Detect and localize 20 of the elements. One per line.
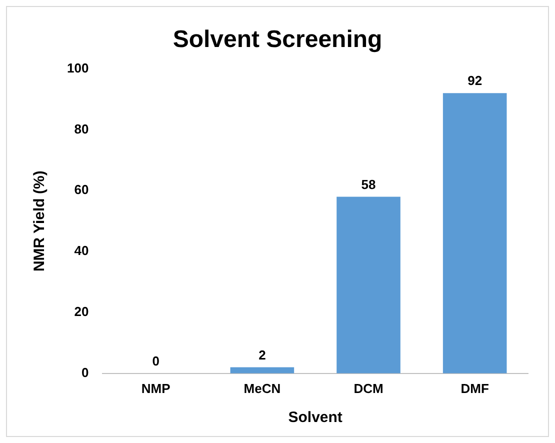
y-axis-title: NMR Yield (%) bbox=[31, 170, 48, 272]
chart-title: Solvent Screening bbox=[172, 26, 382, 54]
bar bbox=[230, 367, 294, 374]
x-axis-title: Solvent bbox=[288, 409, 342, 426]
y-tick-label: 40 bbox=[74, 243, 89, 258]
x-tick-label: MeCN bbox=[244, 380, 281, 396]
data-label: 92 bbox=[468, 73, 482, 88]
bar bbox=[336, 196, 400, 374]
x-tick-label: DCM bbox=[354, 380, 384, 396]
data-label: 2 bbox=[258, 347, 266, 362]
y-tick-label: 80 bbox=[74, 121, 89, 136]
x-tick-label: DMF bbox=[460, 380, 489, 396]
x-tick-label: NMP bbox=[141, 380, 171, 396]
y-tick-label: 0 bbox=[81, 364, 89, 380]
bar bbox=[442, 93, 507, 374]
y-tick-label: 100 bbox=[66, 60, 89, 76]
data-label: 0 bbox=[152, 353, 160, 368]
y-tick-label: 60 bbox=[74, 182, 89, 198]
y-tick-label: 20 bbox=[74, 304, 89, 320]
data-label: 58 bbox=[361, 176, 376, 192]
